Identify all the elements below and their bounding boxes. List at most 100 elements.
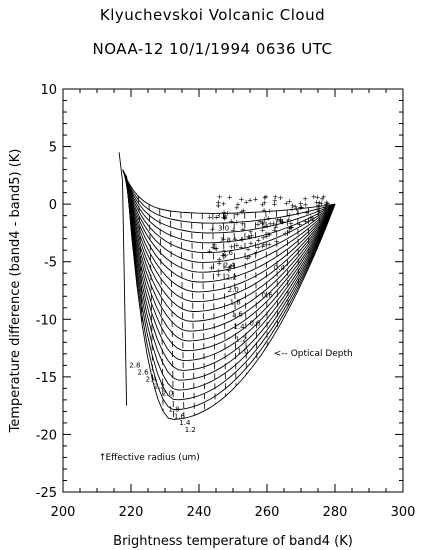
observation-point: + bbox=[288, 224, 294, 232]
observation-point: + bbox=[316, 211, 322, 219]
observation-point: + bbox=[260, 219, 266, 227]
optical-depth-label: 2.2 bbox=[226, 274, 237, 282]
radius-curve bbox=[123, 171, 336, 273]
observation-point: + bbox=[278, 216, 284, 224]
x-tick-label: 240 bbox=[187, 505, 212, 520]
observation-point: + bbox=[272, 197, 278, 205]
optical-depth-label: 1.6 bbox=[232, 311, 244, 319]
observation-point: + bbox=[267, 207, 273, 215]
optical-depth-label: 3.6 bbox=[216, 212, 228, 220]
x-tick-label: 280 bbox=[323, 505, 348, 520]
observation-point: + bbox=[245, 233, 251, 241]
optical-depth-label: 1.0 bbox=[237, 348, 248, 356]
radius-curve bbox=[125, 175, 336, 381]
radius-curve bbox=[124, 174, 336, 362]
observation-point: + bbox=[226, 267, 232, 275]
observation-point: + bbox=[232, 235, 238, 243]
observation-point: + bbox=[307, 214, 313, 222]
observation-point: + bbox=[255, 220, 261, 228]
radius-curve bbox=[123, 172, 336, 293]
observation-point: + bbox=[221, 236, 227, 244]
observation-point: + bbox=[278, 194, 284, 202]
observation-point: + bbox=[240, 235, 246, 243]
optical-depth-label: 2.4 bbox=[224, 261, 236, 269]
observation-point: + bbox=[241, 207, 247, 215]
observation-point: + bbox=[278, 217, 284, 225]
observation-point: + bbox=[209, 264, 215, 272]
optical-depth-curve bbox=[254, 212, 258, 361]
observation-point: + bbox=[234, 204, 240, 212]
observation-point: + bbox=[239, 235, 245, 243]
observation-point: + bbox=[234, 218, 240, 226]
observation-point: + bbox=[248, 240, 254, 248]
observation-point: + bbox=[286, 228, 292, 236]
observation-points: +++++++++++++++ +++++++ ++++++++ ++++++++ ++… bbox=[207, 193, 331, 279]
optical-depth-label: 0.8 bbox=[250, 320, 261, 328]
effective-radius-annotation: Effective radius (um) bbox=[106, 453, 200, 463]
observation-point: + bbox=[273, 193, 279, 201]
observation-point: + bbox=[215, 202, 221, 210]
optical-depth-curve bbox=[159, 208, 164, 412]
observation-point: + bbox=[278, 218, 284, 226]
observation-point: + bbox=[297, 221, 303, 229]
observation-point: + bbox=[248, 228, 254, 236]
observation-point: + bbox=[286, 216, 292, 224]
observation-point: + bbox=[222, 214, 228, 222]
optical-depth-curve bbox=[191, 212, 195, 416]
observation-point: + bbox=[228, 217, 234, 225]
chart-title: Klyuchevskoi Volcanic Cloud bbox=[99, 6, 326, 24]
observation-point: + bbox=[273, 224, 279, 232]
observation-point: + bbox=[221, 213, 227, 221]
radius-label: 2.2 bbox=[154, 382, 165, 390]
observation-point: + bbox=[220, 251, 226, 259]
observation-point: + bbox=[216, 198, 222, 206]
observation-point: + bbox=[315, 202, 321, 210]
radius-label: 1.2 bbox=[185, 426, 196, 434]
radius-curve bbox=[125, 174, 336, 371]
observation-point: + bbox=[299, 203, 305, 211]
observation-point: + bbox=[263, 232, 269, 240]
observation-point: + bbox=[227, 193, 233, 201]
observation-point: + bbox=[234, 211, 240, 219]
radius-curve bbox=[125, 176, 336, 411]
observation-point: + bbox=[298, 199, 304, 207]
observation-point: + bbox=[286, 225, 292, 233]
observation-point: + bbox=[229, 243, 235, 251]
observation-point: + bbox=[317, 199, 323, 207]
observation-point: + bbox=[264, 223, 270, 231]
radius-label: 2.4 bbox=[146, 375, 158, 383]
x-axis: 200 220 240 260 280 300 bbox=[51, 89, 415, 520]
observation-point: + bbox=[226, 264, 232, 272]
observation-point: + bbox=[260, 234, 266, 242]
optical-depth-curve bbox=[201, 213, 206, 411]
up-arrow-icon: ↑ bbox=[99, 453, 107, 463]
observation-point: + bbox=[262, 216, 268, 224]
radius-curve bbox=[123, 172, 336, 303]
observation-point: + bbox=[227, 262, 233, 270]
observation-point: + bbox=[214, 245, 220, 253]
radius-curve bbox=[126, 176, 336, 420]
y-tick-label: -15 bbox=[36, 371, 57, 386]
observation-point: + bbox=[240, 220, 246, 228]
observation-point: + bbox=[213, 214, 219, 222]
observation-point: + bbox=[324, 199, 330, 207]
optical-depth-curve bbox=[286, 209, 289, 311]
y-tick-label: -20 bbox=[36, 428, 57, 443]
observation-point: + bbox=[255, 237, 261, 245]
observation-point: + bbox=[266, 240, 272, 248]
observation-point: + bbox=[310, 216, 316, 224]
y-tick-label: -10 bbox=[36, 313, 57, 328]
observation-point: + bbox=[294, 205, 300, 213]
radius-curve bbox=[123, 171, 336, 263]
observation-point: + bbox=[318, 200, 324, 208]
observation-point: + bbox=[323, 204, 329, 212]
observation-point: + bbox=[210, 244, 216, 252]
observation-point: + bbox=[292, 203, 298, 211]
observation-point: + bbox=[325, 199, 331, 207]
chart-subtitle: NOAA-12 10/1/1994 0636 UTC bbox=[92, 40, 333, 58]
observation-point: + bbox=[260, 243, 266, 251]
observation-point: + bbox=[212, 241, 218, 249]
observation-point: + bbox=[222, 215, 228, 223]
model-curves bbox=[118, 152, 336, 420]
